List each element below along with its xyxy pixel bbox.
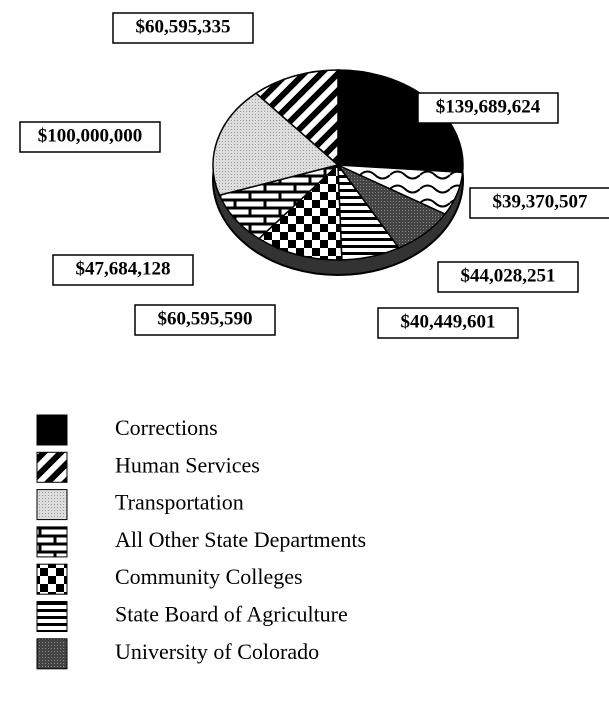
value-label: $47,684,128 <box>76 258 171 279</box>
value-label: $139,689,624 <box>436 96 541 117</box>
pie-slice <box>212 92 340 197</box>
pie-slice <box>257 163 343 261</box>
value-label-box <box>52 254 194 286</box>
value-label-box <box>437 261 579 293</box>
legend-swatch <box>36 563 68 595</box>
value-label: $60,595,335 <box>136 16 231 37</box>
legend-swatch <box>36 601 68 632</box>
value-label-box <box>19 121 161 153</box>
legend-swatch <box>36 414 68 446</box>
value-label: $39,370,507 <box>493 191 589 212</box>
value-label: $40,449,601 <box>401 311 496 332</box>
pie-slice <box>254 69 339 167</box>
legend-label: Community Colleges <box>115 564 303 589</box>
legend-label: All Other State Departments <box>115 527 366 552</box>
value-label-box <box>469 187 609 219</box>
value-label: $60,595,590 <box>158 308 253 329</box>
value-label-box <box>134 304 276 336</box>
legend-swatch <box>36 638 68 670</box>
legend-label: State Board of Agriculture <box>115 602 348 627</box>
legend-label: University of Colorado <box>115 639 319 664</box>
value-label: $100,000,000 <box>38 125 143 146</box>
value-label-box <box>417 92 559 124</box>
value-label: $44,028,251 <box>461 265 556 286</box>
value-label-box <box>377 307 519 339</box>
pie-slice <box>337 164 464 215</box>
legend-label: Corrections <box>115 415 218 440</box>
legend-swatch <box>36 526 68 558</box>
value-label-box <box>112 12 254 44</box>
legend-swatch <box>36 451 68 483</box>
legend-label: Human Services <box>115 452 260 477</box>
legend-label: Transportation <box>115 490 244 515</box>
legend-swatch <box>36 489 68 521</box>
